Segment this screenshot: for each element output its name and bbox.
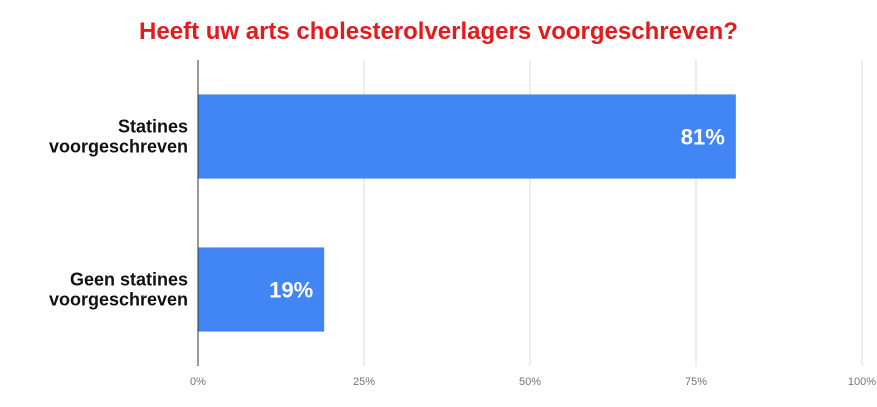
bar: [198, 94, 736, 179]
x-tick-label: 50%: [519, 376, 541, 388]
x-tick-label: 0%: [190, 376, 206, 388]
data-labels: 81% 19%: [269, 125, 725, 303]
x-tick-label: 75%: [685, 376, 707, 388]
x-tick-labels: 0% 25% 50% 75% 100%: [190, 376, 876, 388]
category-label: voorgeschreven: [49, 137, 188, 157]
category-label: voorgeschreven: [49, 290, 188, 310]
bars: [198, 94, 736, 332]
x-tick-label: 100%: [848, 376, 876, 388]
category-label: Geen statines: [70, 270, 188, 290]
category-label: Statines: [118, 117, 188, 137]
chart-title: Heeft uw arts cholesterolverlagers voorg…: [139, 18, 738, 45]
data-label: 81%: [681, 125, 725, 150]
data-label: 19%: [269, 278, 313, 303]
bar: [198, 247, 325, 332]
x-tick-label: 25%: [353, 376, 375, 388]
